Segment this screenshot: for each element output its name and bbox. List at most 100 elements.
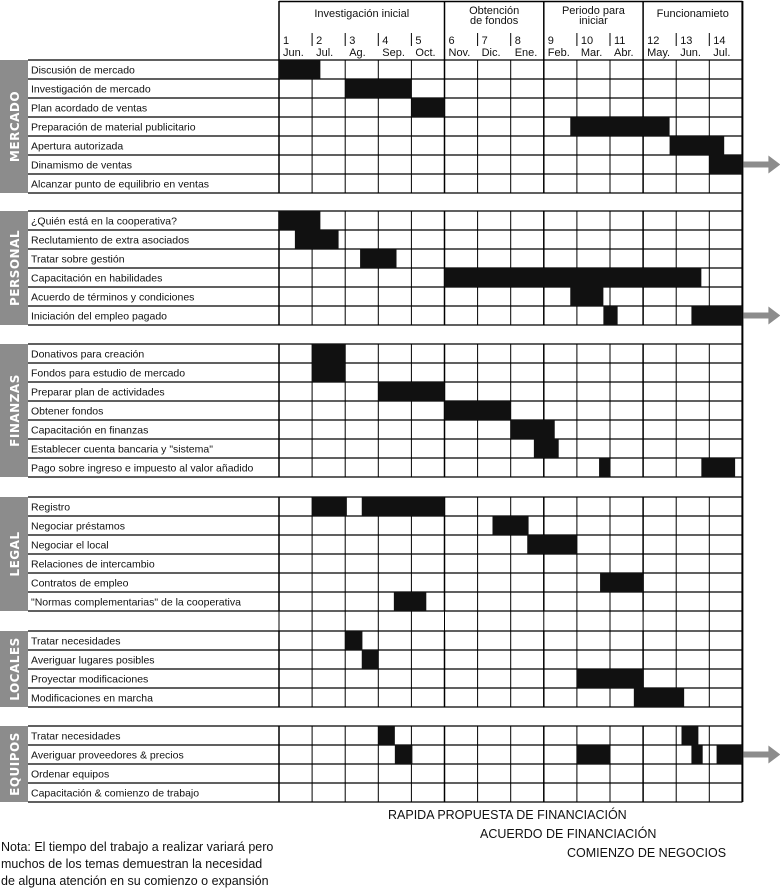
task-bar: [709, 155, 743, 174]
task-bar: [279, 60, 321, 79]
section-label: EQUIPOS: [8, 732, 22, 796]
section-label: MERCADO: [8, 91, 22, 162]
month-name: Jun.: [680, 47, 701, 59]
section-finanzas: FINANZAS Donativos para creación Fondos pa…: [0, 343, 743, 478]
task-bar: [701, 458, 736, 477]
task-label: Capacitación en habilidades: [31, 273, 162, 285]
milestone-label: COMIENZO DE NEGOCIOS: [567, 846, 726, 860]
task-bar: [570, 287, 604, 306]
month-number: 3: [349, 35, 355, 47]
task-row: Discusión de mercado: [31, 60, 321, 79]
task-row: Averiguar lugares posibles: [31, 650, 379, 669]
month-name: Jul.: [713, 47, 730, 59]
task-label: Capacitación & comienzo de trabajo: [31, 788, 199, 800]
task-row: Negociar préstamos: [31, 516, 529, 535]
task-row: Preparar plan de actividades: [31, 382, 445, 401]
task-label: Tratar necesidades: [31, 731, 121, 743]
task-bar: [691, 745, 703, 764]
task-row: Dinamismo de ventas: [31, 155, 780, 174]
task-bar: [599, 458, 610, 477]
task-bar: [361, 650, 379, 669]
task-bar: [361, 497, 445, 516]
month-name: Jun.: [283, 47, 304, 59]
task-label: Averiguar lugares posibles: [31, 655, 155, 667]
task-label: Negociar préstamos: [31, 521, 125, 533]
continuation-arrow-icon: [743, 745, 780, 764]
task-label: Reclutamiento de extra asociados: [31, 235, 189, 247]
task-row: Averiguar proveedores & precios: [31, 745, 780, 764]
month-number: 13: [680, 35, 692, 47]
task-label: Discusión de mercado: [31, 65, 135, 77]
task-label: Establecer cuenta bancaria y "sistema": [31, 444, 213, 456]
phase-label: Funcionamieto: [657, 8, 729, 20]
month-number: 4: [382, 35, 388, 47]
task-label: Relaciones de intercambio: [31, 559, 155, 571]
task-label: Preparar plan de actividades: [31, 387, 165, 399]
task-bar: [576, 669, 644, 688]
task-row: Ordenar equipos: [31, 769, 109, 781]
month-name: Ene.: [515, 47, 538, 59]
task-bar: [411, 98, 445, 117]
task-bar: [312, 497, 347, 516]
task-bar: [603, 306, 618, 325]
task-row: ¿Quién está en la cooperativa?: [31, 211, 321, 230]
section-legal: LEGAL Registro Negociar préstamos Negociar …: [0, 496, 743, 612]
month-name: May.: [647, 47, 670, 59]
note-text: de alguna atención en su comienzo o expa…: [1, 874, 269, 888]
section-band: [0, 726, 28, 802]
task-row: Capacitación & comienzo de trabajo: [31, 788, 199, 800]
month-number: 6: [449, 35, 455, 47]
task-row: Establecer cuenta bancaria y "sistema": [31, 439, 559, 458]
milestone-label: RAPIDA PROPUESTA DE FINANCIACIÓN: [388, 807, 627, 822]
section-band: [0, 60, 28, 193]
section-label: LEGAL: [8, 531, 22, 576]
task-label: Dinamismo de ventas: [31, 160, 132, 172]
task-label: "Normas complementarias" de la cooperati…: [31, 597, 241, 609]
task-bar: [393, 592, 427, 611]
month-number: 8: [515, 35, 521, 47]
task-row: Tratar necesidades: [31, 631, 363, 650]
task-bar: [600, 573, 644, 592]
task-label: Acuerdo de términos y condiciones: [31, 292, 194, 304]
month-number: 7: [482, 35, 488, 47]
month-number: 12: [647, 35, 659, 47]
task-bar: [669, 136, 725, 155]
section-band: [0, 631, 28, 707]
task-row: Investigación de mercado: [31, 79, 412, 98]
month-name: Feb.: [548, 47, 570, 59]
section-locales: LOCALES Tratar necesidades Averiguar lugar…: [0, 630, 743, 708]
section-band: [0, 344, 28, 477]
task-bar: [312, 344, 346, 363]
task-row: Pago sobre ingreso e impuesto al valor a…: [31, 458, 736, 477]
task-label: Ordenar equipos: [31, 769, 109, 781]
task-label: Fondos para estudio de mercado: [31, 368, 185, 380]
task-row: Tratar necesidades: [31, 726, 699, 745]
task-label: Pago sobre ingreso e impuesto al valor a…: [31, 463, 254, 475]
section-label: FINANZAS: [8, 374, 22, 447]
task-row: Reclutamiento de extra asociados: [31, 230, 339, 249]
task-bar: [716, 745, 743, 764]
task-label: Donativos para creación: [31, 349, 144, 361]
task-label: Modificaciones en marcha: [31, 693, 153, 705]
task-label: Capacitación en finanzas: [31, 425, 148, 437]
month-number: 1: [283, 35, 289, 47]
task-bar: [378, 382, 445, 401]
task-bar: [360, 249, 397, 268]
note-text: Nota: El tiempo del trabajo a realizar v…: [1, 840, 273, 854]
task-label: Negociar el local: [31, 540, 109, 552]
phase-label: iniciar: [579, 15, 608, 27]
task-bar: [444, 268, 702, 287]
task-row: Contratos de empleo: [31, 573, 644, 592]
task-label: Tratar necesidades: [31, 636, 121, 648]
task-row: Acuerdo de términos y condiciones: [31, 287, 604, 306]
task-row: Preparación de material publicitario: [31, 117, 670, 136]
task-label: Registro: [31, 502, 70, 514]
task-row: Donativos para creación: [31, 344, 346, 363]
task-row: Capacitación en finanzas: [31, 420, 555, 439]
continuation-arrow-icon: [743, 155, 780, 174]
task-bar: [378, 726, 395, 745]
month-number: 14: [713, 35, 725, 47]
month-number: 2: [316, 35, 322, 47]
task-bar: [681, 726, 699, 745]
